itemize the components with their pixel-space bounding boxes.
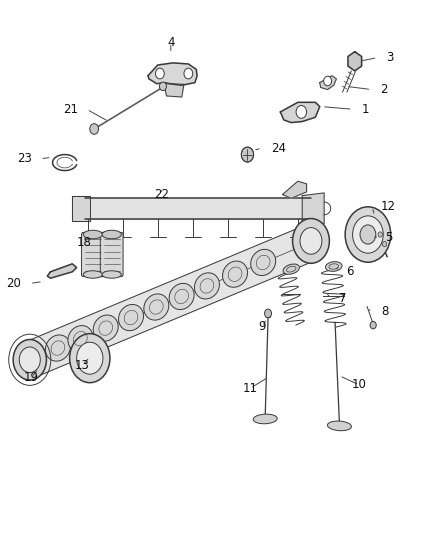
Text: 13: 13 — [75, 359, 90, 372]
FancyBboxPatch shape — [81, 232, 104, 277]
Circle shape — [159, 82, 166, 91]
Text: 24: 24 — [271, 142, 286, 155]
Text: 22: 22 — [154, 188, 169, 201]
Circle shape — [184, 68, 193, 79]
Polygon shape — [280, 102, 320, 123]
Ellipse shape — [223, 261, 247, 287]
Circle shape — [296, 106, 307, 118]
Circle shape — [155, 68, 164, 79]
Ellipse shape — [144, 294, 169, 320]
Text: 8: 8 — [381, 305, 389, 318]
Ellipse shape — [83, 271, 102, 278]
Ellipse shape — [46, 335, 71, 361]
Polygon shape — [148, 63, 197, 85]
Circle shape — [300, 228, 322, 254]
Circle shape — [70, 334, 110, 383]
Polygon shape — [72, 196, 90, 221]
Text: 12: 12 — [381, 200, 396, 213]
Ellipse shape — [325, 262, 342, 271]
Text: 7: 7 — [339, 292, 347, 305]
Text: 11: 11 — [243, 382, 258, 394]
Circle shape — [265, 309, 272, 318]
Text: 3: 3 — [386, 51, 394, 64]
Ellipse shape — [68, 326, 93, 352]
Ellipse shape — [251, 249, 276, 276]
Polygon shape — [302, 193, 324, 224]
Circle shape — [360, 225, 376, 244]
Circle shape — [353, 216, 383, 253]
Text: 9: 9 — [258, 320, 266, 333]
Ellipse shape — [283, 264, 300, 274]
Ellipse shape — [102, 271, 121, 278]
Circle shape — [345, 207, 391, 262]
Text: 23: 23 — [17, 152, 32, 165]
Circle shape — [293, 219, 329, 263]
Polygon shape — [85, 198, 311, 219]
Circle shape — [241, 147, 254, 162]
Text: 1: 1 — [361, 103, 369, 116]
Circle shape — [77, 342, 103, 374]
Ellipse shape — [327, 421, 351, 431]
Polygon shape — [25, 225, 316, 377]
Ellipse shape — [119, 304, 144, 330]
Text: 19: 19 — [24, 371, 39, 384]
Polygon shape — [348, 52, 362, 71]
Circle shape — [378, 232, 382, 237]
Text: 18: 18 — [77, 236, 92, 249]
Ellipse shape — [253, 414, 277, 424]
Circle shape — [324, 76, 332, 86]
Ellipse shape — [93, 315, 118, 341]
Polygon shape — [164, 84, 184, 97]
Text: 4: 4 — [167, 36, 175, 49]
Circle shape — [35, 366, 40, 372]
Polygon shape — [47, 264, 77, 278]
Ellipse shape — [83, 230, 102, 239]
Ellipse shape — [102, 230, 121, 239]
Polygon shape — [320, 76, 336, 90]
Text: 10: 10 — [352, 378, 367, 391]
FancyBboxPatch shape — [100, 232, 123, 277]
Text: 6: 6 — [346, 265, 353, 278]
Ellipse shape — [169, 284, 194, 310]
Text: 21: 21 — [63, 103, 78, 116]
Circle shape — [382, 241, 387, 247]
Text: 2: 2 — [380, 83, 388, 96]
Circle shape — [370, 321, 376, 329]
Text: 5: 5 — [385, 231, 393, 244]
Circle shape — [19, 347, 40, 373]
Circle shape — [13, 340, 46, 380]
Polygon shape — [283, 181, 307, 198]
Ellipse shape — [194, 273, 219, 299]
Circle shape — [90, 124, 99, 134]
Text: 20: 20 — [6, 277, 21, 290]
